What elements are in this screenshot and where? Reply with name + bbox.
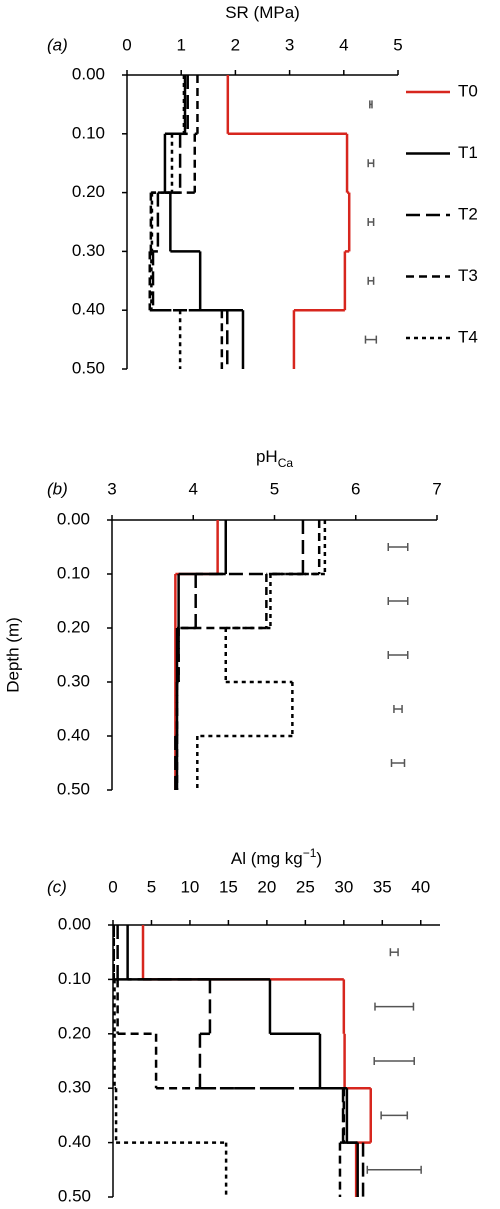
panel-label: (b) [47,479,68,498]
legend-label: T2 [458,204,478,223]
y-axis-title: Depth (m) [3,617,22,693]
x-tick-label: 5 [270,479,279,498]
y-tick-label: 0.20 [58,1023,91,1042]
y-tick-label: 0.40 [58,1132,91,1151]
error-bar [390,759,406,767]
x-tick-label: 4 [339,35,348,54]
y-tick-label: 0.30 [72,241,105,260]
y-tick-label: 0.00 [58,914,91,933]
axis-title-end: ) [316,849,322,868]
error-bar [367,159,375,168]
x-tick-label: 35 [373,877,392,896]
error-bar [367,276,375,285]
panel-label: (c) [47,877,67,896]
error-bar [387,543,409,551]
x-tick-label: 6 [351,479,360,498]
error-bar [369,100,373,109]
y-tick-label: 0.50 [58,1186,91,1205]
axis-title: pHCa [256,447,293,470]
error-bar [373,1057,415,1065]
legend-label: T0 [458,81,478,100]
axis-title-superscript: −1 [303,846,317,860]
x-tick-label: 25 [296,877,315,896]
axis-title-text: Al (mg kg [231,849,303,868]
x-tick-label: 5 [147,877,156,896]
x-tick-label: 2 [231,35,240,54]
y-tick-label: 0.00 [57,509,90,528]
x-tick-label: 3 [107,479,116,498]
error-bar [387,651,409,659]
x-tick-label: 0 [122,35,131,54]
panel-label: (a) [47,35,68,54]
x-tick-label: 20 [257,877,276,896]
x-tick-label: 3 [285,35,294,54]
axis-title: SR (MPa) [225,3,300,22]
y-tick-label: 0.40 [72,300,105,319]
error-bar [380,1111,409,1120]
legend-label: T3 [458,266,478,285]
axis-title-text: SR (MPa) [225,3,300,22]
x-tick-label: 0 [108,877,117,896]
y-tick-label: 0.50 [72,358,105,377]
y-tick-label: 0.20 [72,182,105,201]
x-tick-label: 5 [393,35,402,54]
x-tick-label: 40 [411,877,430,896]
axis-title-text: pH [256,447,278,466]
error-bar [367,218,375,226]
y-tick-label: 0.40 [57,725,90,744]
axis-title-subscript: Ca [278,456,294,470]
x-tick-label: 1 [176,35,185,54]
error-bar [387,597,409,605]
error-bar [374,1002,415,1011]
x-tick-label: 30 [334,877,353,896]
x-tick-label: 10 [180,877,199,896]
error-bar [364,335,378,344]
y-tick-label: 0.00 [72,64,105,83]
error-bar [389,948,399,957]
x-tick-label: 7 [432,479,441,498]
error-bar [393,705,403,713]
x-tick-label: 4 [189,479,198,498]
error-bar [366,1165,422,1174]
y-tick-label: 0.20 [57,617,90,636]
x-tick-label: 15 [219,877,238,896]
y-tick-label: 0.30 [57,671,90,690]
y-tick-label: 0.50 [57,779,90,798]
legend-label: T1 [458,143,478,162]
legend-label: T4 [458,327,478,346]
y-tick-label: 0.10 [57,563,90,582]
axis-title: Al (mg kg−1) [231,846,322,868]
y-tick-label: 0.10 [58,969,91,988]
y-tick-label: 0.30 [58,1078,91,1097]
y-tick-label: 0.10 [72,123,105,142]
